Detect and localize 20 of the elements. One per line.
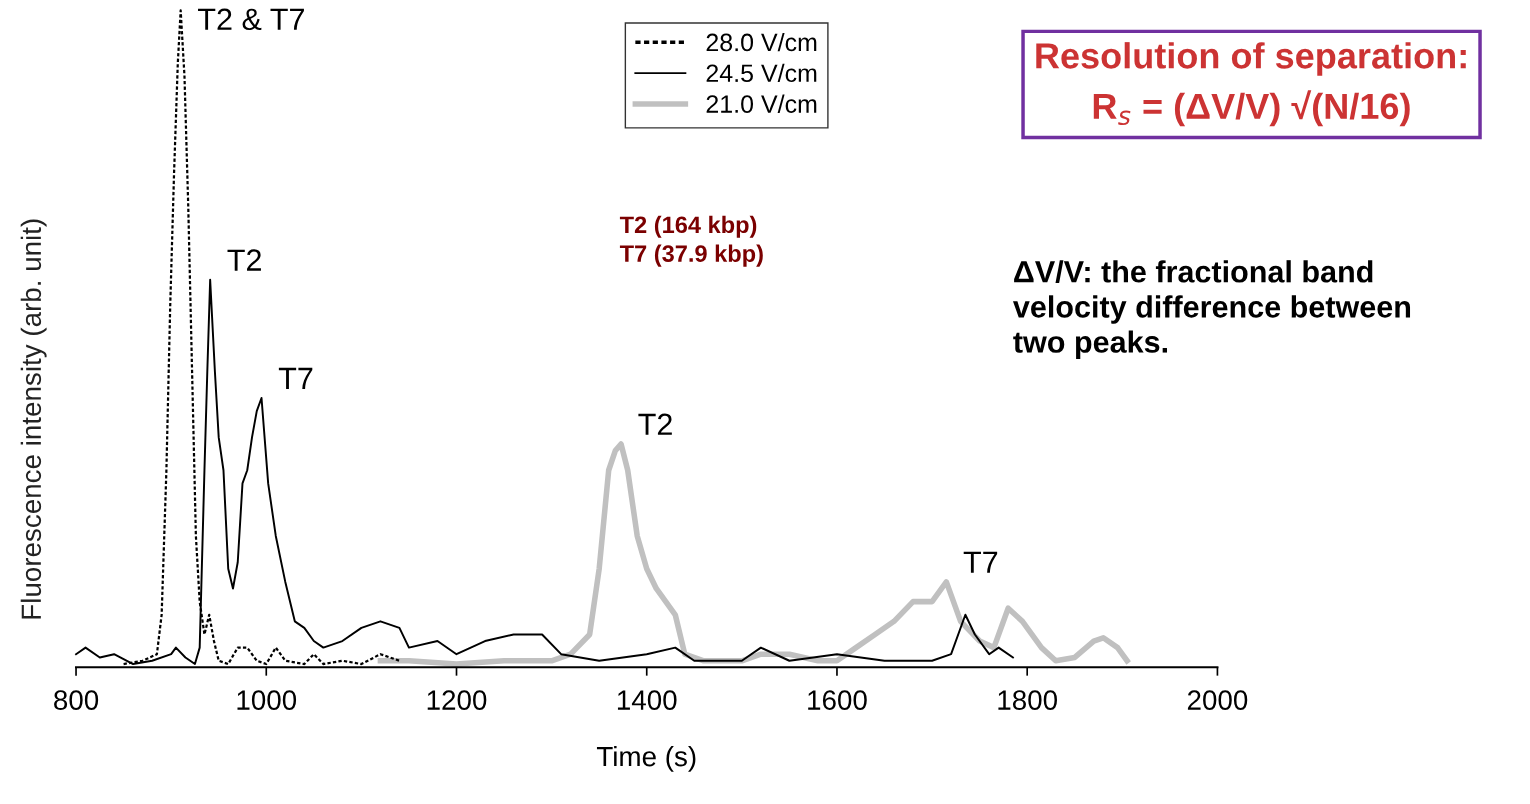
x-tick-label: 1200 [427, 690, 487, 710]
annotation: T2 (164 kbp) T7 (37.9 kbp) [619, 215, 763, 267]
x-tick-label: 2000 [1187, 690, 1248, 710]
annotation: T2 [227, 249, 261, 271]
annotation: ΔV/V: the fractional band velocity difference between two peaks. [1012, 260, 1411, 359]
x-tick-label: 1800 [998, 690, 1057, 710]
annotation: T2 & T7 [198, 8, 304, 31]
annotation: T7 [963, 551, 998, 573]
legend-label: 24.5 V/cm [706, 63, 817, 83]
y-axis-title: Fluorescence intensity (arb. unit) [20, 219, 47, 619]
x-tick-label: 1400 [617, 690, 677, 710]
x-axis-title: Time (s) [596, 745, 696, 772]
x-tick-label: 1000 [237, 690, 297, 710]
annotation: T2 [638, 413, 672, 435]
legend-label: 21.0 V/cm [706, 94, 817, 113]
annotation: T7 [278, 367, 313, 389]
x-tick-label: 800 [54, 690, 99, 710]
annotation: Resolution of separation: R$_{s}$ = (ΔV/V) √(N/16) [1036, 42, 1466, 127]
legend-label: 28.0 V/cm [706, 32, 817, 52]
x-tick-label: 1600 [808, 690, 867, 710]
